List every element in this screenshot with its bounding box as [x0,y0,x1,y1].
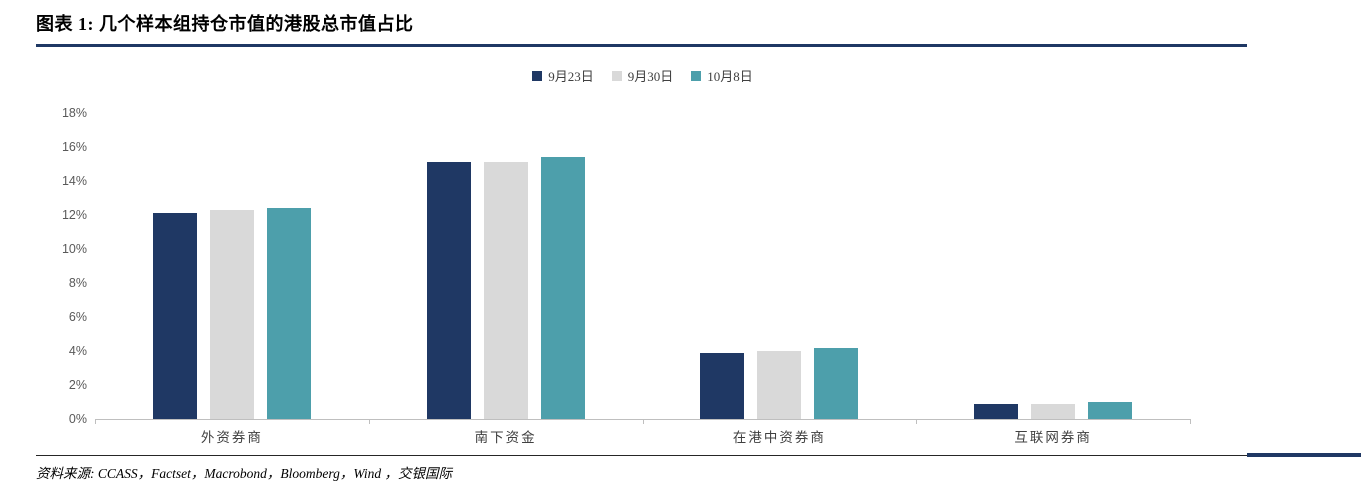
bar [209,209,254,419]
bar-chart: 0% 2% 4% 6% 8% 10% 12% 14% 16% 18% [62,106,1191,426]
y-axis-tick-label: 16% [61,140,87,155]
y-axis-tick-label: 4% [68,344,87,359]
category-label: 南下资金 [474,430,537,445]
source-note: 资料来源: CCASS，Factset，Macrobond，Bloomberg，… [36,466,452,481]
bar [426,162,471,419]
plot-area [95,113,1191,424]
legend-label: 9月23日 [548,69,594,84]
bar [1031,403,1076,419]
chart-legend: 9月23日 9月30日 10月8日 [95,66,1190,85]
bar-group [916,113,1190,419]
title-underline-rule [36,44,1247,47]
bar [1088,402,1133,419]
legend-item: 10月8日 [691,66,753,85]
legend-swatch-icon [611,70,622,81]
y-axis-tick-label: 14% [61,174,87,188]
y-axis-tick-label: 6% [68,310,87,325]
bar-group [643,113,917,419]
y-axis-tick-label: 18% [61,106,87,120]
legend-item: 9月30日 [611,66,674,85]
bar [700,352,745,419]
x-axis-tick [642,419,644,424]
bar-group [95,113,369,419]
bar-group [369,113,643,419]
x-axis-tick [916,419,918,424]
bar [266,208,311,419]
x-axis-tick [368,419,370,424]
bar [974,403,1019,419]
y-axis-tick-label: 8% [68,276,87,291]
y-axis-tick-label: 12% [61,208,87,223]
right-edge-rule [1247,453,1361,457]
x-axis-tick [1190,419,1191,424]
legend-label: 9月30日 [627,69,674,84]
x-axis-category-labels: 外资券商 南下资金 在港中资券商 互联网券商 [95,426,1190,446]
legend-item: 9月23日 [532,66,594,85]
bar [757,351,802,419]
bar [483,162,528,419]
bar [152,213,197,419]
legend-label: 10月8日 [707,69,753,84]
bar [814,347,859,419]
x-axis-tick [95,419,96,424]
y-axis-tick-label: 0% [68,412,87,426]
source-divider-rule [36,455,1247,456]
legend-swatch-icon [532,70,543,81]
bar [540,157,585,419]
category-label: 外资券商 [200,430,263,445]
y-axis-tick-label: 2% [68,378,87,393]
y-axis-tick-label: 10% [61,242,87,256]
legend-swatch-icon [691,70,702,81]
y-axis-labels: 0% 2% 4% 6% 8% 10% 12% 14% 16% 18% [33,106,87,426]
figure-title: 图表 1: 几个样本组持仓市值的港股总市值占比 [36,14,414,34]
category-label: 在港中资券商 [732,430,826,445]
category-label: 互联网券商 [1014,430,1092,445]
